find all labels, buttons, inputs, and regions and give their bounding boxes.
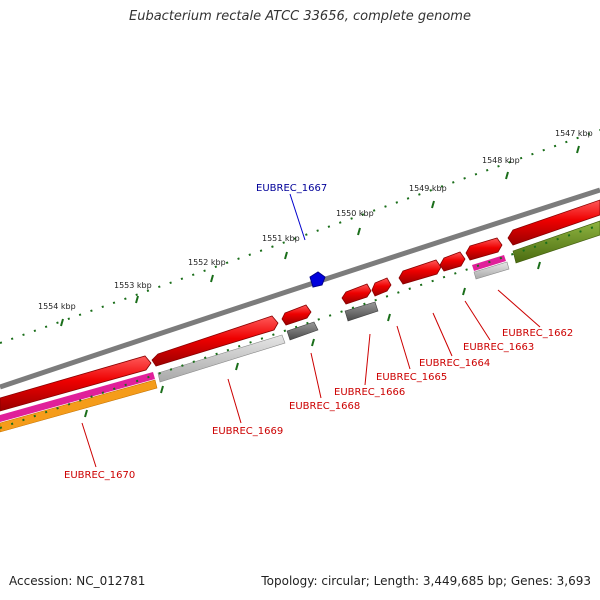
gene-label-EUBREC_1667[interactable]: EUBREC_1667 — [256, 183, 327, 194]
gene-arrow[interactable] — [398, 259, 442, 285]
major-tick — [357, 227, 361, 236]
second-track-features — [0, 220, 600, 433]
genome-backbone — [0, 187, 600, 390]
gene-label-EUBREC_1668[interactable]: EUBREC_1668 — [289, 401, 360, 412]
leader-line — [81, 422, 97, 468]
gene-arrow[interactable] — [151, 315, 279, 367]
major-tick — [235, 362, 239, 371]
kbp-label: 1552 kbp — [188, 258, 226, 267]
major-tick — [387, 313, 391, 322]
gene-arrow[interactable] — [465, 237, 503, 261]
gene-label-EUBREC_1669[interactable]: EUBREC_1669 — [212, 426, 283, 437]
forward-strand-genes — [0, 199, 600, 412]
label-leader-lines — [81, 193, 541, 468]
kbp-label: 1550 kbp — [336, 209, 374, 218]
major-tick — [210, 274, 214, 283]
leader-line — [432, 312, 453, 357]
map-title: Eubacterium rectale ATCC 33656, complete… — [129, 9, 471, 24]
leader-line — [310, 352, 322, 399]
major-tick — [135, 295, 139, 304]
gene-arrow[interactable] — [439, 251, 466, 272]
rna-feature-magenta[interactable] — [0, 372, 155, 422]
gene-label-EUBREC_1666[interactable]: EUBREC_1666 — [334, 387, 405, 398]
gene-label-EUBREC_1664[interactable]: EUBREC_1664 — [419, 358, 490, 369]
major-tick — [311, 338, 315, 347]
pseudo-feature-light[interactable] — [473, 261, 510, 280]
leader-line — [464, 300, 491, 341]
gene-arrow[interactable] — [507, 199, 600, 246]
major-tick — [60, 318, 64, 327]
gene-EUBREC_1667-marker[interactable] — [309, 271, 326, 288]
gene-label-EUBREC_1662[interactable]: EUBREC_1662 — [502, 328, 573, 339]
major-tick — [505, 171, 509, 180]
leader-line — [289, 193, 306, 241]
major-tick — [160, 385, 164, 394]
genome-info-text: Topology: circular; Length: 3,449,685 bp… — [261, 574, 591, 588]
pseudo-feature-dark[interactable] — [344, 301, 379, 322]
olive-feature[interactable] — [512, 220, 600, 264]
kbp-label: 1554 kbp — [38, 302, 76, 311]
leader-line — [396, 325, 411, 370]
kbp-labels: 1547 kbp 1548 kbp 1549 kbp 1550 kbp 1551… — [38, 129, 593, 311]
inner-tick-track — [0, 224, 600, 429]
kbp-label: 1553 kbp — [114, 281, 152, 290]
gene-arrow[interactable] — [281, 304, 312, 326]
pseudo-feature-light[interactable] — [157, 334, 286, 383]
gene-label-EUBREC_1663[interactable]: EUBREC_1663 — [463, 342, 534, 353]
leader-line — [497, 289, 541, 328]
gene-label-EUBREC_1670[interactable]: EUBREC_1670 — [64, 470, 135, 481]
major-tick — [84, 409, 88, 418]
major-tick — [462, 287, 466, 296]
outer-tick-track — [0, 129, 600, 344]
gene-labels: EUBREC_1662 EUBREC_1663 EUBREC_1664 EUBR… — [64, 183, 573, 481]
major-tick — [537, 261, 541, 270]
rna-feature-orange[interactable] — [0, 379, 158, 433]
accession-text: Accession: NC_012781 — [9, 574, 146, 588]
major-tick — [431, 200, 435, 209]
kbp-label: 1548 kbp — [482, 156, 520, 165]
kbp-label: 1547 kbp — [555, 129, 593, 138]
leader-line — [227, 378, 242, 424]
major-tick — [284, 251, 288, 260]
gene-arrow[interactable] — [341, 283, 372, 305]
gene-arrow[interactable] — [0, 355, 152, 412]
gene-arrow[interactable] — [371, 277, 392, 297]
major-tick — [576, 145, 580, 154]
kbp-label: 1551 kbp — [262, 234, 300, 243]
gene-label-EUBREC_1665[interactable]: EUBREC_1665 — [376, 372, 447, 383]
kbp-label: 1549 kbp — [409, 184, 447, 193]
leader-line — [364, 333, 371, 386]
pseudo-feature-dark[interactable] — [286, 321, 319, 341]
